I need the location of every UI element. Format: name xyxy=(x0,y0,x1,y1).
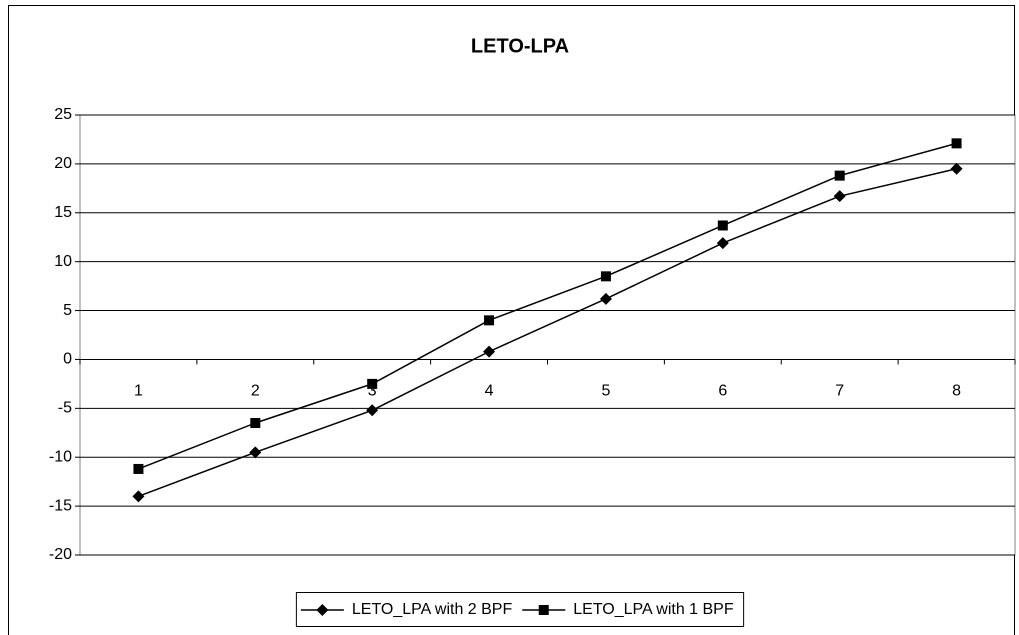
series-line xyxy=(138,168,957,498)
marker xyxy=(834,170,845,181)
marker xyxy=(951,138,962,149)
y-tick-label: -10 xyxy=(49,448,72,465)
legend-label: LETO_LPA with 1 BPF xyxy=(573,601,734,618)
marker xyxy=(833,190,846,203)
marker xyxy=(717,220,728,231)
x-tick-label: 1 xyxy=(134,383,143,400)
marker xyxy=(483,345,496,358)
marker xyxy=(600,271,611,282)
y-tick-label: -5 xyxy=(58,400,72,417)
marker xyxy=(484,315,495,326)
x-tick-label: 2 xyxy=(251,383,260,400)
x-tick-label: 5 xyxy=(601,383,610,400)
x-tick-label: 8 xyxy=(952,383,961,400)
marker xyxy=(132,490,145,503)
y-tick-label: 5 xyxy=(63,302,72,319)
y-tick-label: 10 xyxy=(54,253,72,270)
x-tick-label: 3 xyxy=(368,383,377,400)
marker xyxy=(133,463,144,474)
series-line xyxy=(138,142,957,470)
legend xyxy=(295,592,745,627)
marker xyxy=(249,446,262,459)
y-tick-label: -20 xyxy=(49,546,72,563)
legend-marker xyxy=(316,604,329,616)
y-tick-label: 20 xyxy=(54,155,72,172)
marker xyxy=(716,237,729,250)
y-tick-label: 0 xyxy=(63,351,72,368)
legend-marker xyxy=(538,605,549,615)
y-tick-label: 15 xyxy=(54,204,72,221)
plot-area xyxy=(79,114,1016,556)
marker xyxy=(366,404,379,417)
marker xyxy=(367,378,378,389)
x-tick-label: 6 xyxy=(718,383,727,400)
marker xyxy=(599,292,612,305)
marker xyxy=(250,418,261,428)
marker xyxy=(950,162,963,175)
legend-label: LETO_LPA with 2 BPF xyxy=(352,601,513,618)
x-tick-label: 7 xyxy=(835,383,844,400)
x-tick-label: 4 xyxy=(485,383,494,400)
chart-title: LETO-LPA xyxy=(471,35,569,57)
y-tick-label: 25 xyxy=(54,106,72,123)
y-tick-label: -15 xyxy=(49,497,72,514)
